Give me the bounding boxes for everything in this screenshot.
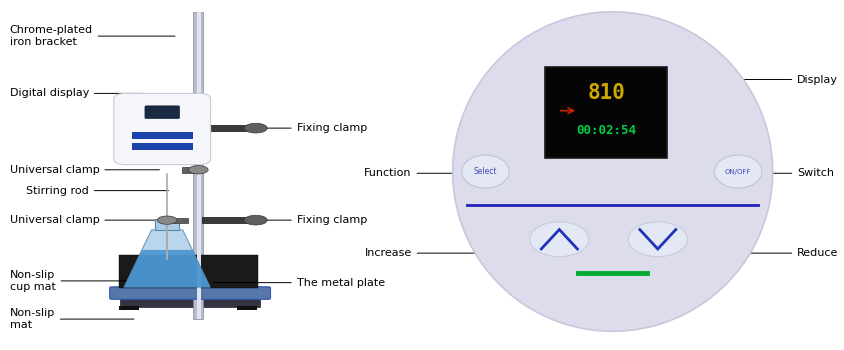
Text: Digital display: Digital display <box>9 89 142 98</box>
Bar <box>203 117 210 131</box>
Ellipse shape <box>461 155 509 188</box>
FancyBboxPatch shape <box>110 287 270 299</box>
FancyBboxPatch shape <box>114 93 210 164</box>
Bar <box>132 143 192 150</box>
Ellipse shape <box>529 222 588 257</box>
Polygon shape <box>124 230 210 287</box>
Bar <box>203 125 256 131</box>
Bar <box>167 218 187 223</box>
Circle shape <box>244 215 267 225</box>
Bar <box>544 67 666 158</box>
Text: 810: 810 <box>587 83 625 103</box>
Bar <box>118 255 258 288</box>
Text: 00:02:54: 00:02:54 <box>576 124 636 137</box>
Bar <box>181 167 198 173</box>
Bar <box>193 12 203 319</box>
Ellipse shape <box>713 155 761 188</box>
Circle shape <box>244 123 267 133</box>
Text: Stirring rod: Stirring rod <box>26 186 168 196</box>
FancyBboxPatch shape <box>145 106 179 118</box>
Bar <box>118 306 139 310</box>
Text: Chrome-plated
iron bracket: Chrome-plated iron bracket <box>9 25 175 47</box>
Text: The metal plate: The metal plate <box>214 278 384 288</box>
Text: Non-slip
mat: Non-slip mat <box>9 308 134 330</box>
Ellipse shape <box>627 222 686 257</box>
Bar <box>132 132 192 139</box>
Circle shape <box>157 216 176 224</box>
Text: Universal clamp: Universal clamp <box>9 165 160 175</box>
Bar <box>236 306 257 310</box>
Bar <box>154 219 179 230</box>
Text: Display: Display <box>647 75 837 84</box>
Bar <box>203 217 256 223</box>
Text: Fixing clamp: Fixing clamp <box>225 215 366 225</box>
Text: Increase: Increase <box>364 248 504 258</box>
Text: ON/OFF: ON/OFF <box>724 169 750 175</box>
Text: Fixing clamp: Fixing clamp <box>221 123 366 133</box>
Polygon shape <box>124 250 210 287</box>
Circle shape <box>188 166 208 174</box>
Text: Select: Select <box>473 167 496 176</box>
Ellipse shape <box>452 12 771 331</box>
Bar <box>197 12 201 319</box>
Text: Reduce: Reduce <box>711 248 837 258</box>
Bar <box>120 298 260 307</box>
Text: Non-slip
cup mat: Non-slip cup mat <box>9 270 142 292</box>
Text: Switch: Switch <box>722 168 833 178</box>
Text: Function: Function <box>364 168 478 178</box>
Text: Universal clamp: Universal clamp <box>9 215 160 225</box>
